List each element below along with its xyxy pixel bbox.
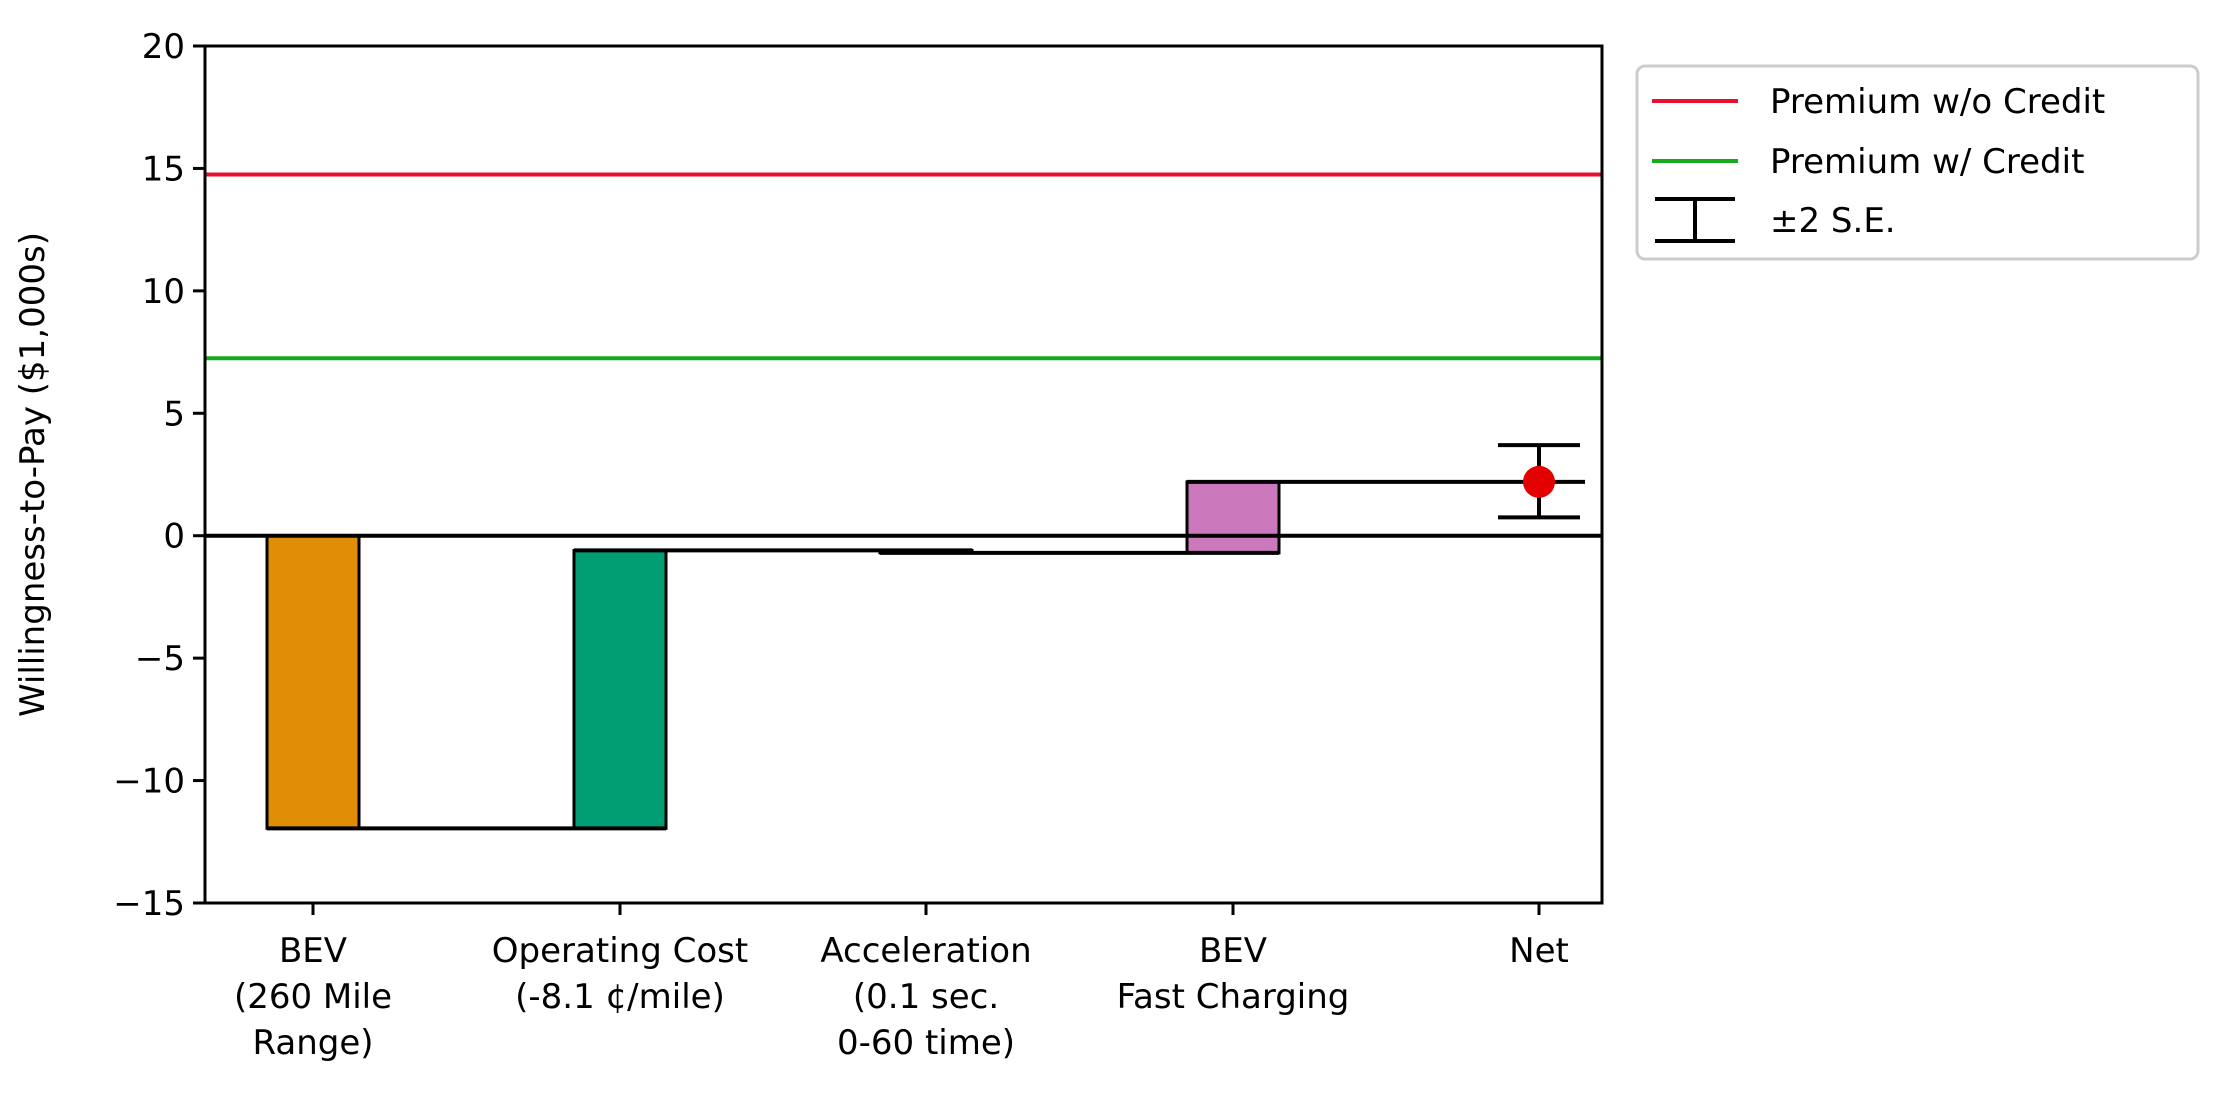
x-tick-label-line: Acceleration (820, 931, 1031, 971)
waterfall-bar-3 (1185, 480, 1281, 555)
waterfall-bar-1 (572, 548, 668, 830)
x-tick-label-line: Operating Cost (492, 931, 748, 971)
y-axis-title: Willingness-to-Pay ($1,000s) (13, 232, 53, 717)
x-tick-label: BEV Fast Charging (1117, 931, 1350, 1017)
y-tick-label: 0 (163, 517, 185, 557)
y-tick-label: 5 (163, 394, 185, 434)
x-tick-label: Acceleration (0.1 sec. 0-60 time) (820, 931, 1031, 1063)
plot-frame (203, 44, 1604, 905)
y-tick-label: −5 (135, 639, 185, 679)
legend-box (1635, 64, 2200, 261)
axes: −15 −10 −5 0 5 10 15 20 BEV (260 Mile Range) Operat… (13, 27, 1604, 1063)
y-tick-label: 15 (142, 149, 185, 189)
x-tick-label-line: Fast Charging (1117, 977, 1350, 1017)
x-tick-label-line: (0.1 sec. (853, 977, 999, 1017)
x-tick-label-line: Net (1509, 931, 1569, 971)
legend-label: Premium w/o Credit (1770, 82, 2105, 122)
x-tick-label-line: BEV (279, 931, 347, 971)
legend: Premium w/o Credit Premium w/ Credit ±2 S.… (1635, 64, 2200, 261)
x-tick-label: Net (1509, 931, 1569, 971)
legend-label: Premium w/ Credit (1770, 142, 2084, 182)
y-tick-label: 10 (142, 272, 185, 312)
legend-label: ±2 S.E. (1770, 201, 1896, 241)
x-tick-label-line: (260 Mile (234, 977, 392, 1017)
x-tick-label-line: Range) (252, 1023, 373, 1063)
plot-area (205, 172, 1602, 831)
y-tick-label: 20 (142, 27, 185, 67)
x-tick-label-line: 0-60 time) (837, 1023, 1015, 1063)
waterfall-bar-0 (265, 534, 361, 830)
y-tick-label: −15 (113, 884, 185, 924)
net-point (1523, 465, 1555, 498)
x-tick-label-line: BEV (1199, 931, 1267, 971)
y-tick-label: −10 (113, 762, 185, 802)
x-tick-label: BEV (260 Mile Range) (234, 931, 392, 1063)
x-tick-label-line: (-8.1 ¢/mile) (515, 977, 725, 1017)
x-tick-label: Operating Cost (-8.1 ¢/mile) (492, 931, 748, 1017)
